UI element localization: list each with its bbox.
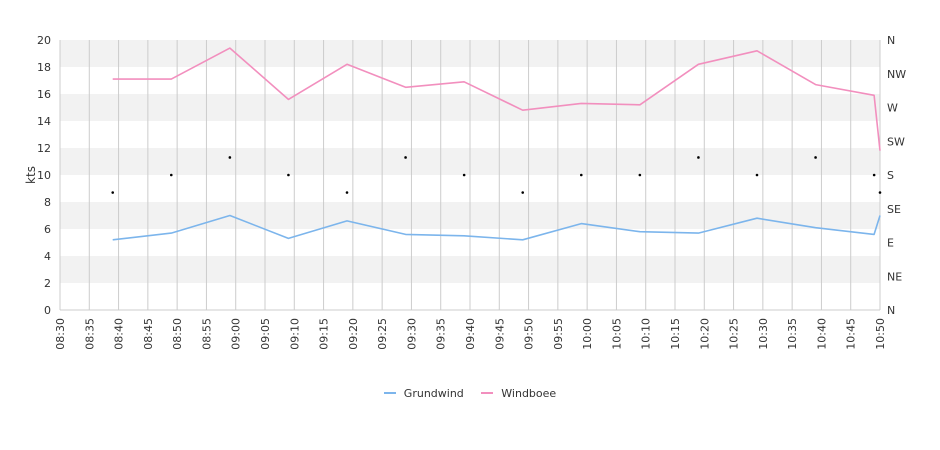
x-tick-label: 08:50 [171, 318, 184, 350]
x-tick-label: 09:40 [464, 318, 477, 350]
y-tick-label: 12 [37, 142, 51, 155]
direction-marker [697, 156, 700, 159]
x-tick-label: 10:10 [640, 318, 653, 350]
direction-marker [287, 173, 290, 177]
y-tick-label: 6 [44, 223, 51, 236]
legend-label-grundwind: Grundwind [403, 386, 464, 400]
x-tick-label: 09:15 [318, 318, 331, 350]
x-tick-label: 10:15 [669, 318, 682, 350]
y-tick-label: 2 [44, 277, 51, 290]
direction-marker [521, 191, 525, 194]
x-tick-label: 09:30 [405, 318, 418, 350]
legend-swatch-windboee [481, 392, 494, 394]
direction-marker [579, 173, 583, 177]
x-tick-label: 10:20 [698, 318, 711, 350]
y-axis-label: kts [24, 166, 38, 184]
series-line-grundwind [112, 214, 881, 241]
direction-markers [111, 156, 882, 194]
x-tick-label: 10:50 [874, 318, 887, 350]
direction-marker [169, 173, 173, 177]
direction-tick-label: W [887, 102, 898, 115]
direction-tick-label: S [887, 169, 894, 182]
direction-tick-label: N [887, 34, 895, 47]
x-tick-label: 10:00 [581, 318, 594, 350]
direction-tick-label: E [887, 237, 894, 250]
direction-tick-label: NW [887, 68, 906, 81]
direction-marker [755, 173, 759, 177]
legend-label-windboee: Windboee [501, 386, 557, 400]
series-line-windboee [112, 47, 881, 151]
direction-marker [872, 173, 876, 177]
y-tick-label: 18 [37, 61, 51, 74]
x-tick-label: 08:45 [142, 318, 155, 350]
direction-tick-label: SW [887, 135, 905, 148]
direction-tick-label: N [887, 304, 895, 317]
x-tick-label: 09:00 [230, 318, 243, 350]
x-tick-label: 08:30 [54, 318, 67, 350]
x-tick-label: 09:45 [493, 318, 506, 350]
x-tick-label: 09:35 [435, 318, 448, 350]
direction-marker [228, 156, 232, 159]
y-tick-label: 0 [44, 304, 51, 317]
x-tick-label: 08:40 [113, 318, 126, 350]
direction-axis: N NE E SE S SW W NW N [887, 34, 906, 317]
legend-item-windboee[interactable]: Windboee [481, 387, 556, 400]
direction-marker [878, 191, 882, 194]
y-axis: 0 2 4 6 8 10 12 14 16 18 20 [37, 34, 51, 317]
x-tick-label: 10:35 [786, 318, 799, 350]
y-tick-label: 4 [44, 250, 51, 263]
direction-marker [111, 191, 115, 194]
x-axis: 08:30 08:35 08:40 08:45 08:50 08:55 09:00 09:05… [54, 309, 887, 350]
x-tick-label: 09:25 [376, 318, 389, 350]
legend: Grundwind Windboee [0, 384, 940, 400]
direction-marker [404, 156, 407, 159]
direction-marker [462, 173, 466, 177]
x-tick-label: 10:05 [610, 318, 623, 350]
direction-marker [638, 173, 642, 177]
x-tick-label: 09:55 [552, 318, 565, 350]
legend-swatch-grundwind [383, 392, 396, 394]
x-tick-label: 08:55 [200, 318, 213, 350]
y-tick-label: 8 [44, 196, 51, 209]
x-tick-label: 10:25 [728, 318, 741, 350]
legend-item-grundwind[interactable]: Grundwind [383, 386, 464, 400]
direction-tick-label: NE [887, 270, 902, 283]
y-tick-label: 10 [37, 169, 51, 182]
x-tick-label: 08:35 [83, 318, 96, 350]
y-tick-label: 14 [37, 115, 51, 128]
y-tick-label: 16 [37, 88, 51, 101]
series-layer [112, 47, 881, 241]
x-tick-label: 09:10 [288, 318, 301, 350]
x-tick-label: 09:05 [259, 318, 272, 350]
x-tick-label: 09:20 [347, 318, 360, 350]
y-tick-label: 20 [37, 34, 51, 47]
x-tick-label: 10:45 [845, 318, 858, 350]
direction-marker [814, 156, 817, 159]
direction-tick-label: SE [887, 203, 901, 216]
direction-marker [345, 191, 349, 194]
x-tick-label: 09:50 [523, 318, 536, 350]
x-tick-label: 10:30 [757, 318, 770, 350]
x-tick-label: 10:40 [815, 318, 828, 350]
